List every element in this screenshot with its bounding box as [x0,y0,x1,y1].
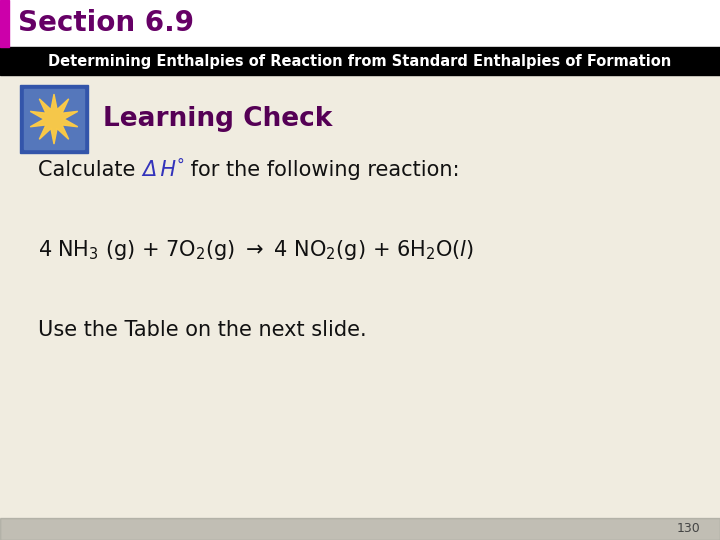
Bar [24,89,84,149]
Bar [0,0,9,47]
Text: °: ° [176,158,184,173]
Bar [0,0,720,47]
Text: 130: 130 [676,523,700,536]
Text: Section 6.9: Section 6.9 [18,10,194,37]
Text: Determining Enthalpies of Reaction from Standard Enthalpies of Formation: Determining Enthalpies of Reaction from … [48,53,672,69]
Bar [0,518,720,540]
Bar [20,85,88,153]
Text: for the following reaction:: for the following reaction: [184,160,459,180]
Bar [0,47,720,75]
Text: Calculate: Calculate [38,160,142,180]
Text: Use the Table on the next slide.: Use the Table on the next slide. [38,320,366,340]
Text: Learning Check: Learning Check [103,106,333,132]
Polygon shape [30,94,78,144]
Text: Δ H: Δ H [142,160,176,180]
Text: 4 NH$_3$ (g) + 7O$_2$(g) $\rightarrow$ 4 NO$_2$(g) + 6H$_2$O($l$): 4 NH$_3$ (g) + 7O$_2$(g) $\rightarrow$ 4… [38,238,474,262]
